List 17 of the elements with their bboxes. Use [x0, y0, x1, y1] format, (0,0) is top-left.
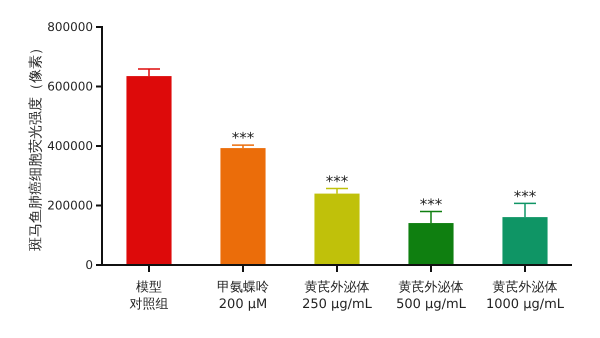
annotation: *** — [420, 195, 443, 214]
y-tick-label: 200000 — [47, 198, 93, 212]
x-tick-label: 黄芪外泌体 1000 μg/mL — [486, 280, 565, 312]
y-tick-label: 0 — [85, 258, 93, 272]
y-tick-label: 600000 — [47, 79, 93, 94]
bar — [314, 194, 360, 265]
annotation: *** — [326, 172, 349, 191]
x-tick-label: 黄芪外泌体 500 μg/mL — [396, 280, 467, 312]
annotation: *** — [514, 187, 537, 206]
x-tick-label: 模型对照组 — [130, 280, 168, 312]
y-axis-title: 斑马鱼肺癌细胞荧光强度（像素） — [28, 41, 44, 251]
annotation: *** — [232, 129, 255, 148]
y-tick-label: 400000 — [47, 138, 93, 153]
x-tick-label: 甲氨蝶呤 200 μM — [217, 280, 269, 312]
y-tick-label: 800000 — [47, 20, 93, 34]
x-tick-label: 黄芪外泌体 250 μg/mL — [302, 280, 373, 312]
bar — [220, 148, 266, 265]
